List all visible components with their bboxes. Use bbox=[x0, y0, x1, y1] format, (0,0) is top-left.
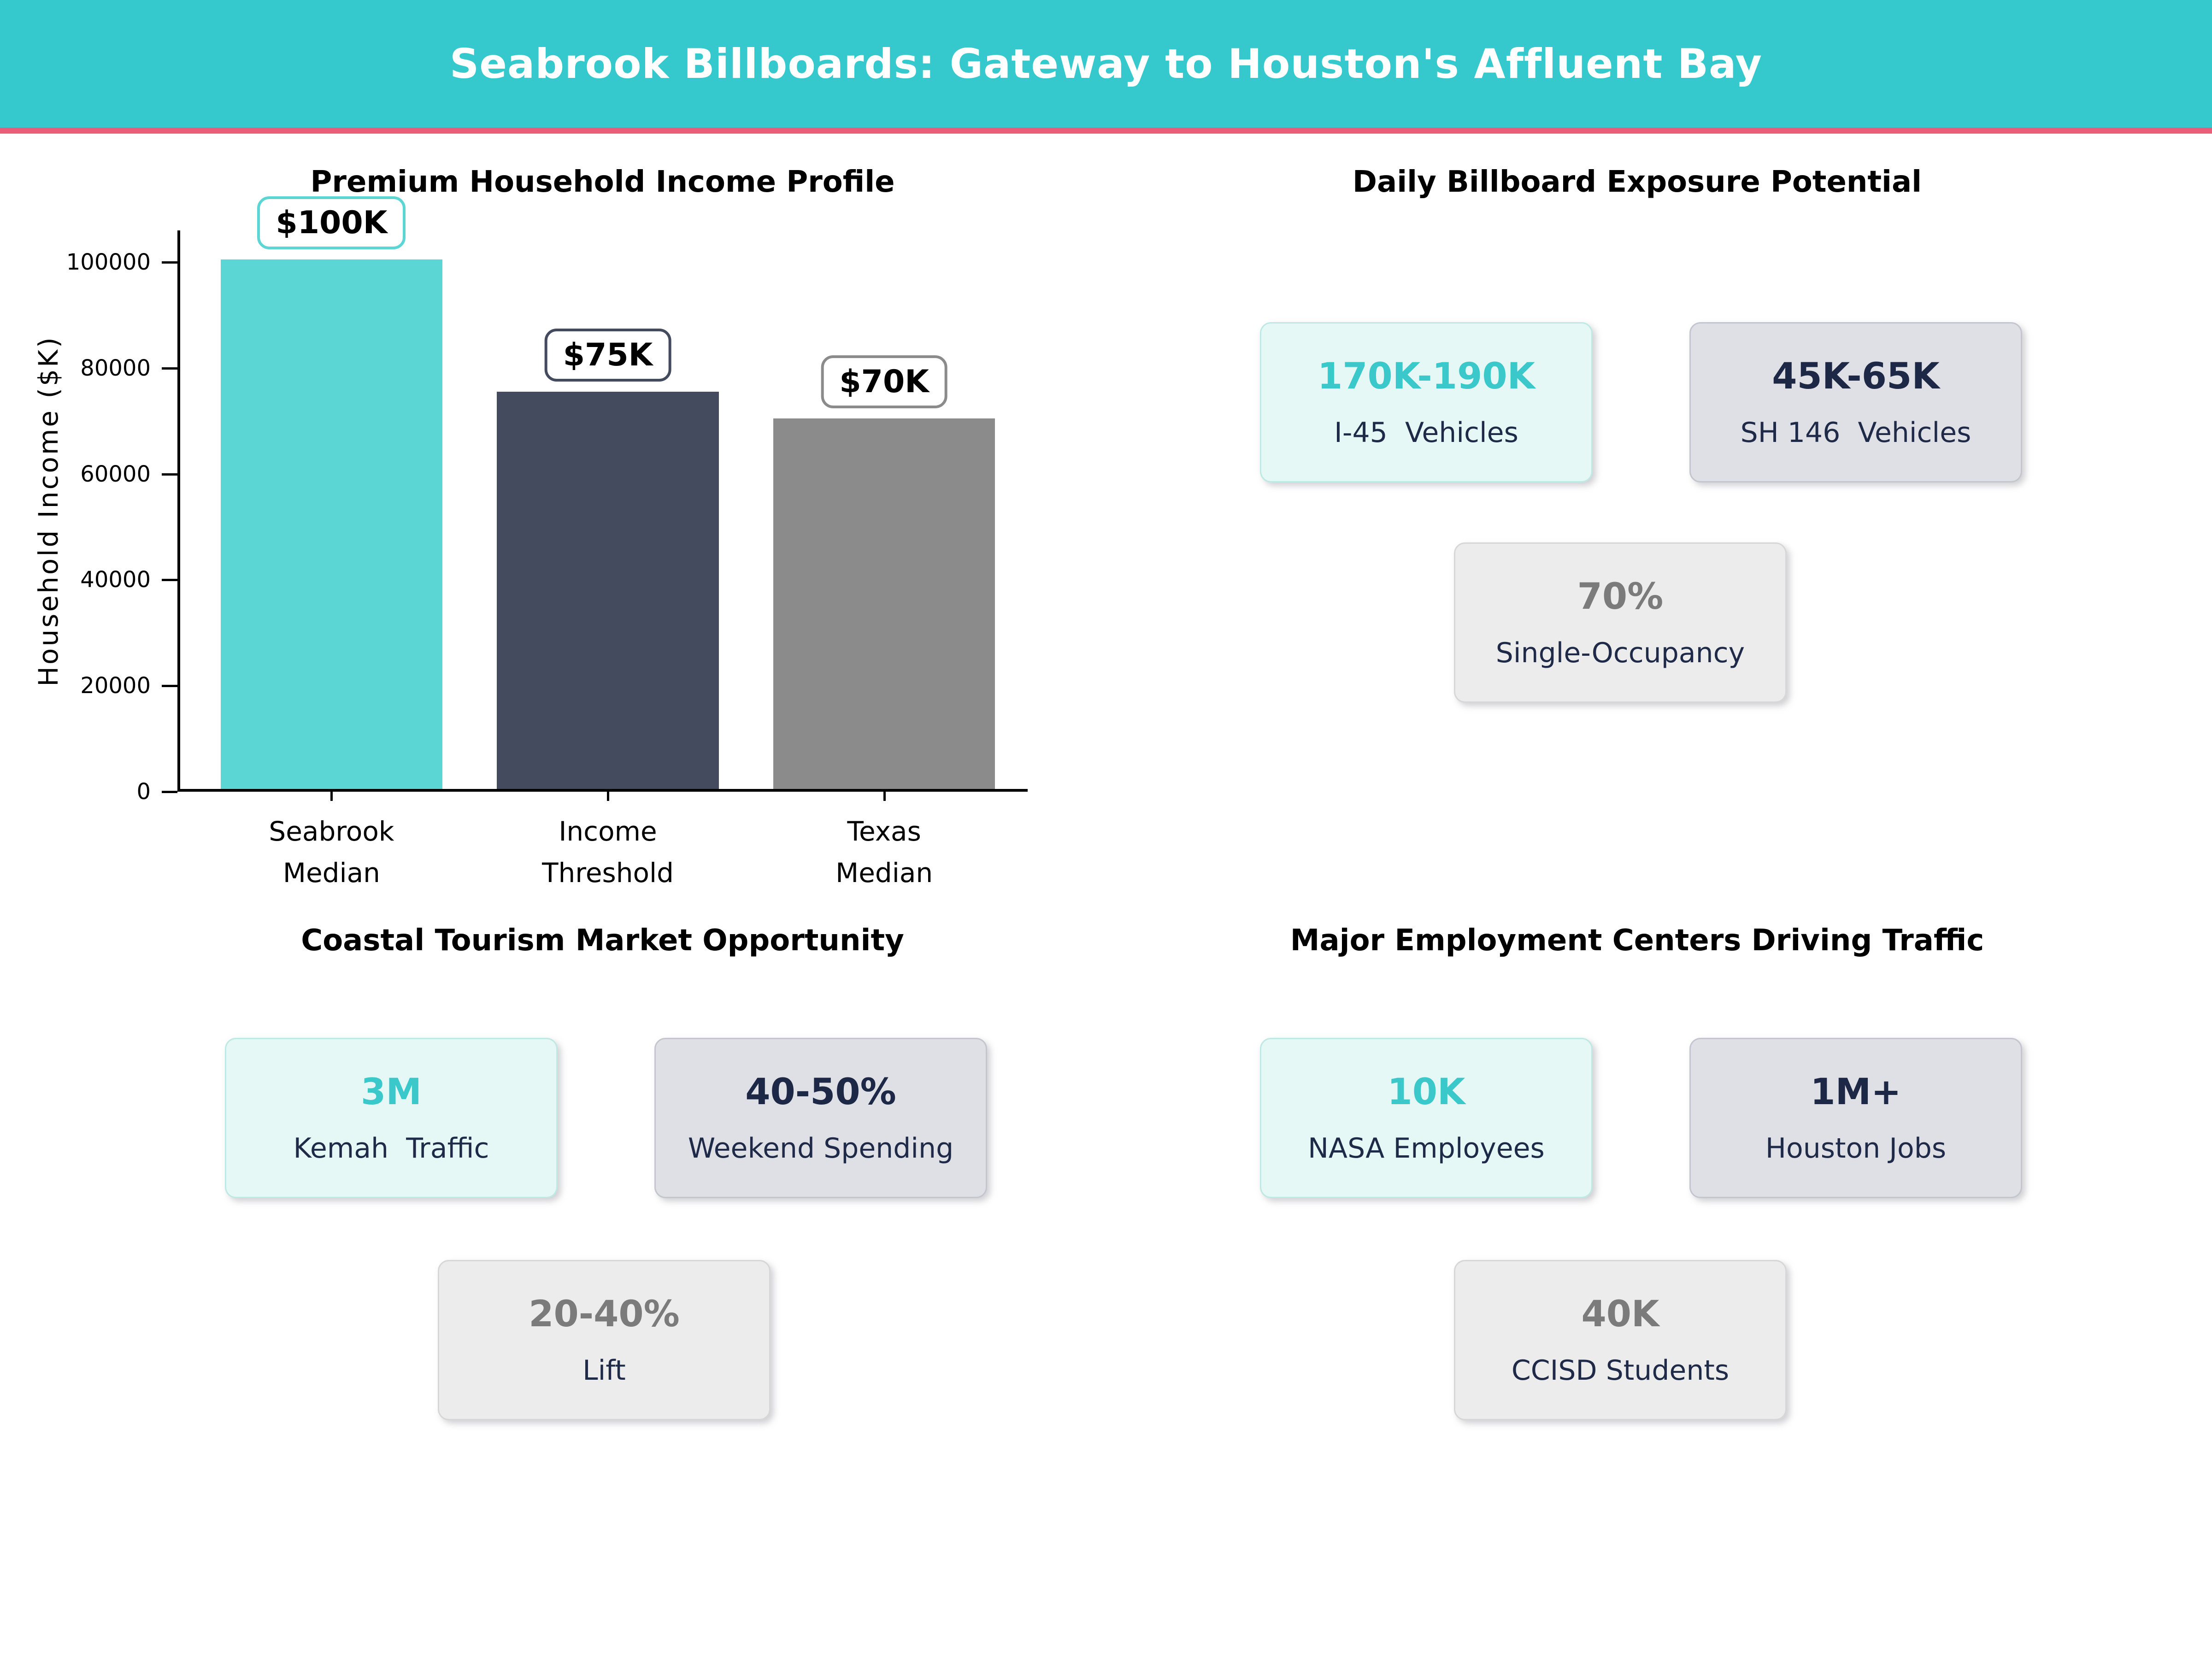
bar-data-label: $75K bbox=[544, 329, 671, 382]
x-tick-mark bbox=[607, 789, 610, 801]
y-tick-mark bbox=[162, 367, 177, 370]
chart-title: Premium Household Income Profile bbox=[310, 165, 895, 199]
stat-card-ccisd-students: 40K CCISD Students bbox=[1454, 1260, 1787, 1420]
x-tick-label: Texas Median bbox=[835, 816, 933, 888]
stat-label: NASA Employees bbox=[1308, 1132, 1545, 1165]
stat-label: Kemah Traffic bbox=[293, 1132, 489, 1165]
plot-area: 0 20000 40000 60000 80000 100000 $100K Seabrook… bbox=[66, 196, 1028, 888]
exposure-section-title: Daily Billboard Exposure Potential bbox=[1352, 165, 1922, 199]
bar-data-label: $70K bbox=[821, 355, 947, 408]
y-tick-label: 20000 bbox=[80, 673, 151, 699]
y-tick-mark bbox=[162, 473, 177, 476]
stat-value: 70% bbox=[1577, 576, 1664, 618]
x-tick-label: Seabrook Median bbox=[269, 816, 394, 888]
y-tick-mark bbox=[162, 261, 177, 264]
tourism-section-title: Coastal Tourism Market Opportunity bbox=[301, 924, 904, 958]
stat-value: 1M+ bbox=[1810, 1071, 1901, 1113]
employment-section-title: Major Employment Centers Driving Traffic bbox=[1290, 924, 1984, 958]
stat-label: SH 146 Vehicles bbox=[1740, 417, 1971, 449]
x-tick-label: Income Threshold bbox=[542, 816, 674, 888]
y-tick-label: 100000 bbox=[66, 249, 151, 275]
bar-data-label: $100K bbox=[257, 196, 406, 249]
stat-label: Lift bbox=[582, 1354, 626, 1387]
stat-value: 170K-190K bbox=[1317, 356, 1535, 397]
stat-card-lift: 20-40% Lift bbox=[438, 1260, 771, 1420]
stat-label: Single-Occupancy bbox=[1495, 637, 1745, 669]
stat-card-houston-jobs: 1M+ Houston Jobs bbox=[1689, 1038, 2022, 1198]
page-title: Seabrook Billboards: Gateway to Houston'… bbox=[449, 40, 1763, 88]
stat-value: 3M bbox=[361, 1071, 422, 1113]
bar-0 bbox=[220, 259, 443, 789]
y-tick-mark bbox=[162, 791, 177, 793]
stat-value: 20-40% bbox=[529, 1294, 680, 1335]
x-tick-mark bbox=[330, 789, 333, 801]
bar-2 bbox=[773, 418, 995, 789]
stat-card-single-occupancy: 70% Single-Occupancy bbox=[1454, 542, 1787, 703]
y-tick-label: 40000 bbox=[80, 567, 151, 593]
y-tick-label: 60000 bbox=[80, 461, 151, 487]
stat-value: 40-50% bbox=[745, 1071, 896, 1113]
y-axis-label: Household Income ($K) bbox=[33, 335, 64, 687]
stat-card-i45-vehicles: 170K-190K I-45 Vehicles bbox=[1260, 322, 1593, 482]
y-tick-mark bbox=[162, 685, 177, 688]
stat-label: CCISD Students bbox=[1511, 1354, 1730, 1387]
stat-card-nasa-employees: 10K NASA Employees bbox=[1260, 1038, 1593, 1198]
y-tick-label: 80000 bbox=[80, 355, 151, 381]
stat-value: 45K-65K bbox=[1772, 356, 1940, 397]
header-banner: Seabrook Billboards: Gateway to Houston'… bbox=[0, 0, 2212, 128]
stat-card-kemah-traffic: 3M Kemah Traffic bbox=[225, 1038, 558, 1198]
stat-label: Weekend Spending bbox=[688, 1132, 954, 1165]
y-tick-mark bbox=[162, 579, 177, 582]
stat-label: I-45 Vehicles bbox=[1334, 417, 1518, 449]
stat-label: Houston Jobs bbox=[1765, 1132, 1947, 1165]
header-accent-strip bbox=[0, 128, 2212, 134]
x-tick-mark bbox=[883, 789, 886, 801]
bar-1 bbox=[497, 392, 719, 789]
stat-value: 40K bbox=[1581, 1294, 1659, 1335]
stat-card-sh146-vehicles: 45K-65K SH 146 Vehicles bbox=[1689, 322, 2022, 482]
stat-value: 10K bbox=[1387, 1071, 1465, 1113]
stat-card-weekend-spending: 40-50% Weekend Spending bbox=[654, 1038, 987, 1198]
y-tick-label: 0 bbox=[136, 779, 151, 805]
